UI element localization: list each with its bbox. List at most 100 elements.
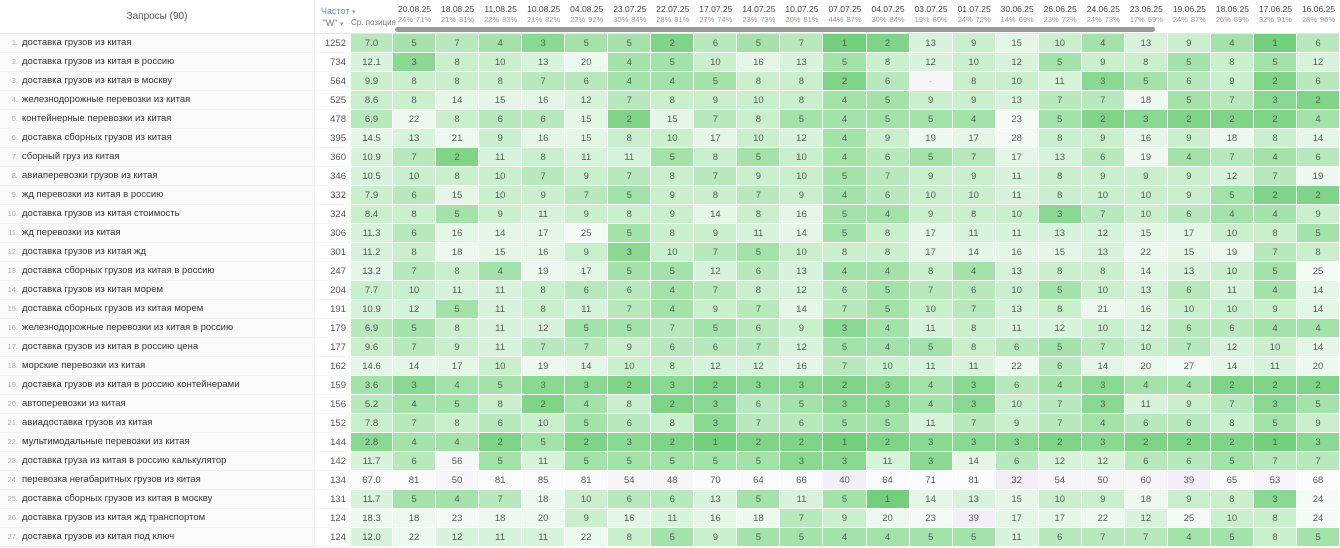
top10-percent: 92% bbox=[588, 15, 604, 24]
position-cell: 3 bbox=[522, 34, 566, 53]
position-cell: 14 bbox=[1296, 281, 1340, 300]
query-cell[interactable]: 15. доставка сборных грузов из китая море… bbox=[0, 300, 315, 319]
date-column-header[interactable]: 26.06.25 23% 72% bbox=[1039, 0, 1082, 33]
position-cell: 14 bbox=[1296, 129, 1340, 148]
queries-column-header[interactable]: Запросы (90) bbox=[0, 0, 315, 33]
date-column-header[interactable]: 10.07.25 20% 81% bbox=[780, 0, 823, 33]
avg-position: 11.2 bbox=[351, 243, 393, 262]
date-column-header[interactable]: 18.08.25 21% 81% bbox=[436, 0, 479, 33]
date-column-header[interactable]: 19.06.25 24% 87% bbox=[1168, 0, 1211, 33]
position-cell: 5 bbox=[436, 300, 480, 319]
position-cell: 4 bbox=[608, 53, 652, 72]
position-cell: 5 bbox=[737, 243, 781, 262]
position-cell: 21 bbox=[436, 129, 480, 148]
position-cell: 5 bbox=[737, 490, 781, 509]
query-cell[interactable]: 10. доставка грузов из китая стоимость bbox=[0, 205, 315, 224]
query-cell[interactable]: 13. доставка сборных грузов из китая в ро… bbox=[0, 262, 315, 281]
query-text: доставка груза из китая в россию калькул… bbox=[22, 455, 227, 466]
table-row: 24. перевозка негабаритных грузов из кита… bbox=[0, 471, 1340, 490]
query-cell[interactable]: 26. доставка грузов из китая жд транспорт… bbox=[0, 509, 315, 528]
query-cell[interactable]: 4. железнодорожные перевозки из китая bbox=[0, 91, 315, 110]
position-cell: 18 bbox=[1124, 91, 1168, 110]
query-cell[interactable]: 12. доставка грузов из китая жд bbox=[0, 243, 315, 262]
position-cell: 3 bbox=[565, 376, 609, 395]
query-cell[interactable]: 22. мультимодальные перевозки из китая bbox=[0, 433, 315, 452]
query-cell[interactable]: 5. контейнерные перевозки из китая bbox=[0, 110, 315, 129]
position-cell: 7 bbox=[1210, 91, 1254, 110]
date-column-header[interactable]: 14.07.25 23% 73% bbox=[737, 0, 780, 33]
position-cell: 11 bbox=[737, 224, 781, 243]
position-cell: 81 bbox=[565, 471, 609, 490]
query-cell[interactable]: 1. доставка грузов из китая bbox=[0, 34, 315, 53]
date-column-header[interactable]: 22.07.25 28% 81% bbox=[651, 0, 694, 33]
query-cell[interactable]: 2. доставка грузов из китая в россию bbox=[0, 53, 315, 72]
query-cell[interactable]: 7. сборный груз из китая bbox=[0, 148, 315, 167]
position-cell: 4 bbox=[1081, 34, 1125, 53]
position-cell: 2 bbox=[1167, 110, 1211, 129]
date-column-header[interactable]: 04.08.25 22% 92% bbox=[565, 0, 608, 33]
date-column-header[interactable]: 24.06.25 24% 73% bbox=[1082, 0, 1125, 33]
query-cell[interactable]: 11. жд перевозки из китая bbox=[0, 224, 315, 243]
query-cell[interactable]: 3. доставка грузов из китая в москву bbox=[0, 72, 315, 91]
position-cell: 10 bbox=[479, 53, 523, 72]
table-row: 17. доставка грузов из китая в россию цен… bbox=[0, 338, 1340, 357]
query-cell[interactable]: 19. доставка грузов из китая в россию кон… bbox=[0, 376, 315, 395]
date-column-header[interactable]: 23.06.25 17% 59% bbox=[1125, 0, 1168, 33]
query-cell[interactable]: 20. автоперевозки из китая bbox=[0, 395, 315, 414]
date-column-header[interactable]: 16.06.25 28% 96% bbox=[1297, 0, 1340, 33]
date-label: 23.07.25 bbox=[613, 4, 647, 14]
wordstat-frequency: 525 bbox=[315, 91, 351, 110]
date-column-header[interactable]: 18.06.25 26% 89% bbox=[1211, 0, 1254, 33]
position-cell: 7 bbox=[952, 300, 996, 319]
wordstat-frequency: 346 bbox=[315, 167, 351, 186]
position-cell: 4 bbox=[823, 110, 867, 129]
query-cell[interactable]: 27. доставка грузов из китая под ключ bbox=[0, 528, 315, 547]
date-column-header[interactable]: 30.06.25 14% 69% bbox=[996, 0, 1039, 33]
date-column-header[interactable]: 01.07.25 24% 72% bbox=[953, 0, 996, 33]
horizontal-scrollbar[interactable] bbox=[395, 27, 1155, 32]
position-cell: 8 bbox=[436, 262, 480, 281]
date-label: 17.06.25 bbox=[1258, 4, 1292, 14]
frequency-sort-control[interactable]: Частот ▾ bbox=[315, 6, 393, 16]
date-column-header[interactable]: 07.07.25 44% 87% bbox=[823, 0, 866, 33]
query-cell[interactable]: 25. доставка сборных грузов из китая в мо… bbox=[0, 490, 315, 509]
position-cell: 1 bbox=[823, 34, 867, 53]
avg-position-column-header[interactable]: Ср. позиция bbox=[351, 17, 396, 27]
query-cell[interactable]: 8. авиаперевозки грузов из китая bbox=[0, 167, 315, 186]
table-row: 13. доставка сборных грузов из китая в ро… bbox=[0, 262, 1340, 281]
date-column-header[interactable]: 17.06.25 32% 91% bbox=[1254, 0, 1297, 33]
position-cell: 4 bbox=[608, 72, 652, 91]
position-cell: 2 bbox=[651, 433, 695, 452]
query-cell[interactable]: 24. перевозка негабаритных грузов из кита… bbox=[0, 471, 315, 490]
top10-percent: 59% bbox=[1147, 15, 1163, 24]
query-cell[interactable]: 9. жд перевозки из китая в россию bbox=[0, 186, 315, 205]
position-cell: 14 bbox=[694, 205, 738, 224]
date-column-header[interactable]: 11.08.25 22% 83% bbox=[479, 0, 522, 33]
query-cell[interactable]: 17. доставка грузов из китая в россию цен… bbox=[0, 338, 315, 357]
position-cell: 12 bbox=[694, 357, 738, 376]
date-column-header[interactable]: 20.08.25 24% 71% bbox=[393, 0, 436, 33]
query-cell[interactable]: 6. доставка сборных грузов из китая bbox=[0, 129, 315, 148]
date-column-header[interactable]: 23.07.25 30% 84% bbox=[608, 0, 651, 33]
position-cell: 9 bbox=[565, 243, 609, 262]
position-cell: 8 bbox=[393, 243, 437, 262]
date-column-header[interactable]: 17.07.25 27% 74% bbox=[694, 0, 737, 33]
position-cell: 7 bbox=[694, 243, 738, 262]
date-column-header[interactable]: 03.07.25 19% 80% bbox=[910, 0, 953, 33]
wordstat-column-header[interactable]: "W" ▾ bbox=[315, 18, 351, 28]
query-cell[interactable]: 14. доставка грузов из китая морем bbox=[0, 281, 315, 300]
top3-percent: 19% bbox=[914, 15, 930, 24]
query-cell[interactable]: 23. доставка груза из китая в россию каль… bbox=[0, 452, 315, 471]
position-cell: 4 bbox=[393, 433, 437, 452]
date-column-header[interactable]: 04.07.25 30% 84% bbox=[867, 0, 910, 33]
position-cell: 2 bbox=[866, 34, 910, 53]
query-cell[interactable]: 21. авиадоставка грузов из китая bbox=[0, 414, 315, 433]
row-number: 14. bbox=[7, 285, 18, 294]
query-cell[interactable]: 18. морские перевозки из китая bbox=[0, 357, 315, 376]
date-column-header[interactable]: 10.08.25 21% 82% bbox=[522, 0, 565, 33]
query-cell[interactable]: 16. железнодорожные перевозки из китая в … bbox=[0, 319, 315, 338]
position-cell: 3 bbox=[866, 376, 910, 395]
avg-position: 3.6 bbox=[351, 376, 393, 395]
top3-percent: 28% bbox=[656, 15, 672, 24]
